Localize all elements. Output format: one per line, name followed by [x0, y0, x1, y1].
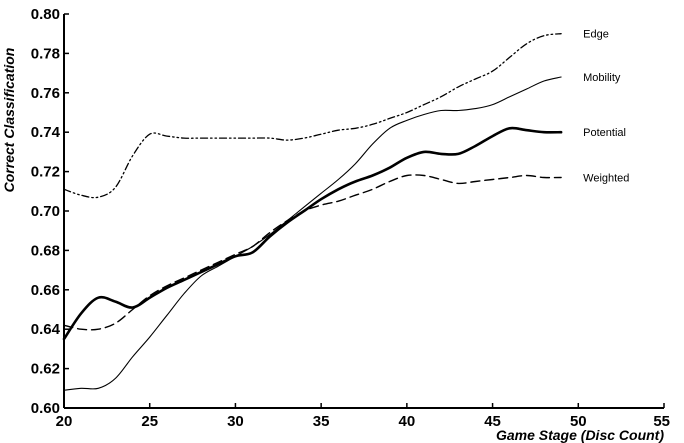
- x-tick-label: 55: [653, 413, 670, 430]
- x-tick-label: 50: [570, 413, 587, 430]
- y-tick-label: 0.60: [31, 400, 60, 417]
- x-axis-ticks: 20 25 30 35 40 45 50 55: [56, 403, 670, 430]
- y-axis-ticks: 0.60 0.62 0.64 0.66 0.68 0.70 0.72 0.74 0.76 0.78…: [31, 6, 69, 417]
- series-label-edge: Edge: [583, 29, 609, 41]
- y-tick-label: 0.78: [31, 45, 60, 62]
- series-labels: Edge Mobility Potential Weighted: [583, 29, 629, 185]
- y-tick-label: 0.66: [31, 282, 60, 299]
- x-tick-label: 45: [484, 413, 501, 430]
- series-label-weighted: Weighted: [583, 173, 629, 185]
- y-tick-label: 0.64: [31, 321, 61, 338]
- plot-area: [63, 14, 664, 409]
- x-tick-label: 30: [227, 413, 244, 430]
- y-tick-label: 0.80: [31, 6, 60, 23]
- series-label-potential: Potential: [583, 127, 626, 139]
- x-tick-label: 40: [399, 413, 416, 430]
- series-line-edge: [63, 33, 562, 199]
- x-tick-label: 20: [56, 413, 73, 430]
- x-axis-title: Game Stage (Disc Count): [496, 427, 664, 443]
- x-tick-label: 25: [141, 413, 158, 430]
- y-axis-title: Correct Classification: [1, 48, 17, 193]
- y-tick-label: 0.72: [31, 164, 60, 181]
- y-tick-label: 0.62: [31, 361, 60, 378]
- y-tick-label: 0.70: [31, 203, 60, 220]
- series-label-mobility: Mobility: [583, 72, 621, 84]
- series-line-mobility: [63, 76, 562, 391]
- y-tick-label: 0.74: [31, 124, 61, 141]
- series-line-weighted: [63, 174, 562, 331]
- y-tick-label: 0.68: [31, 242, 60, 259]
- series-lines: [62, 33, 563, 391]
- x-tick-label: 35: [313, 413, 330, 430]
- series-line-potential: [62, 126, 563, 341]
- y-tick-label: 0.76: [31, 85, 60, 102]
